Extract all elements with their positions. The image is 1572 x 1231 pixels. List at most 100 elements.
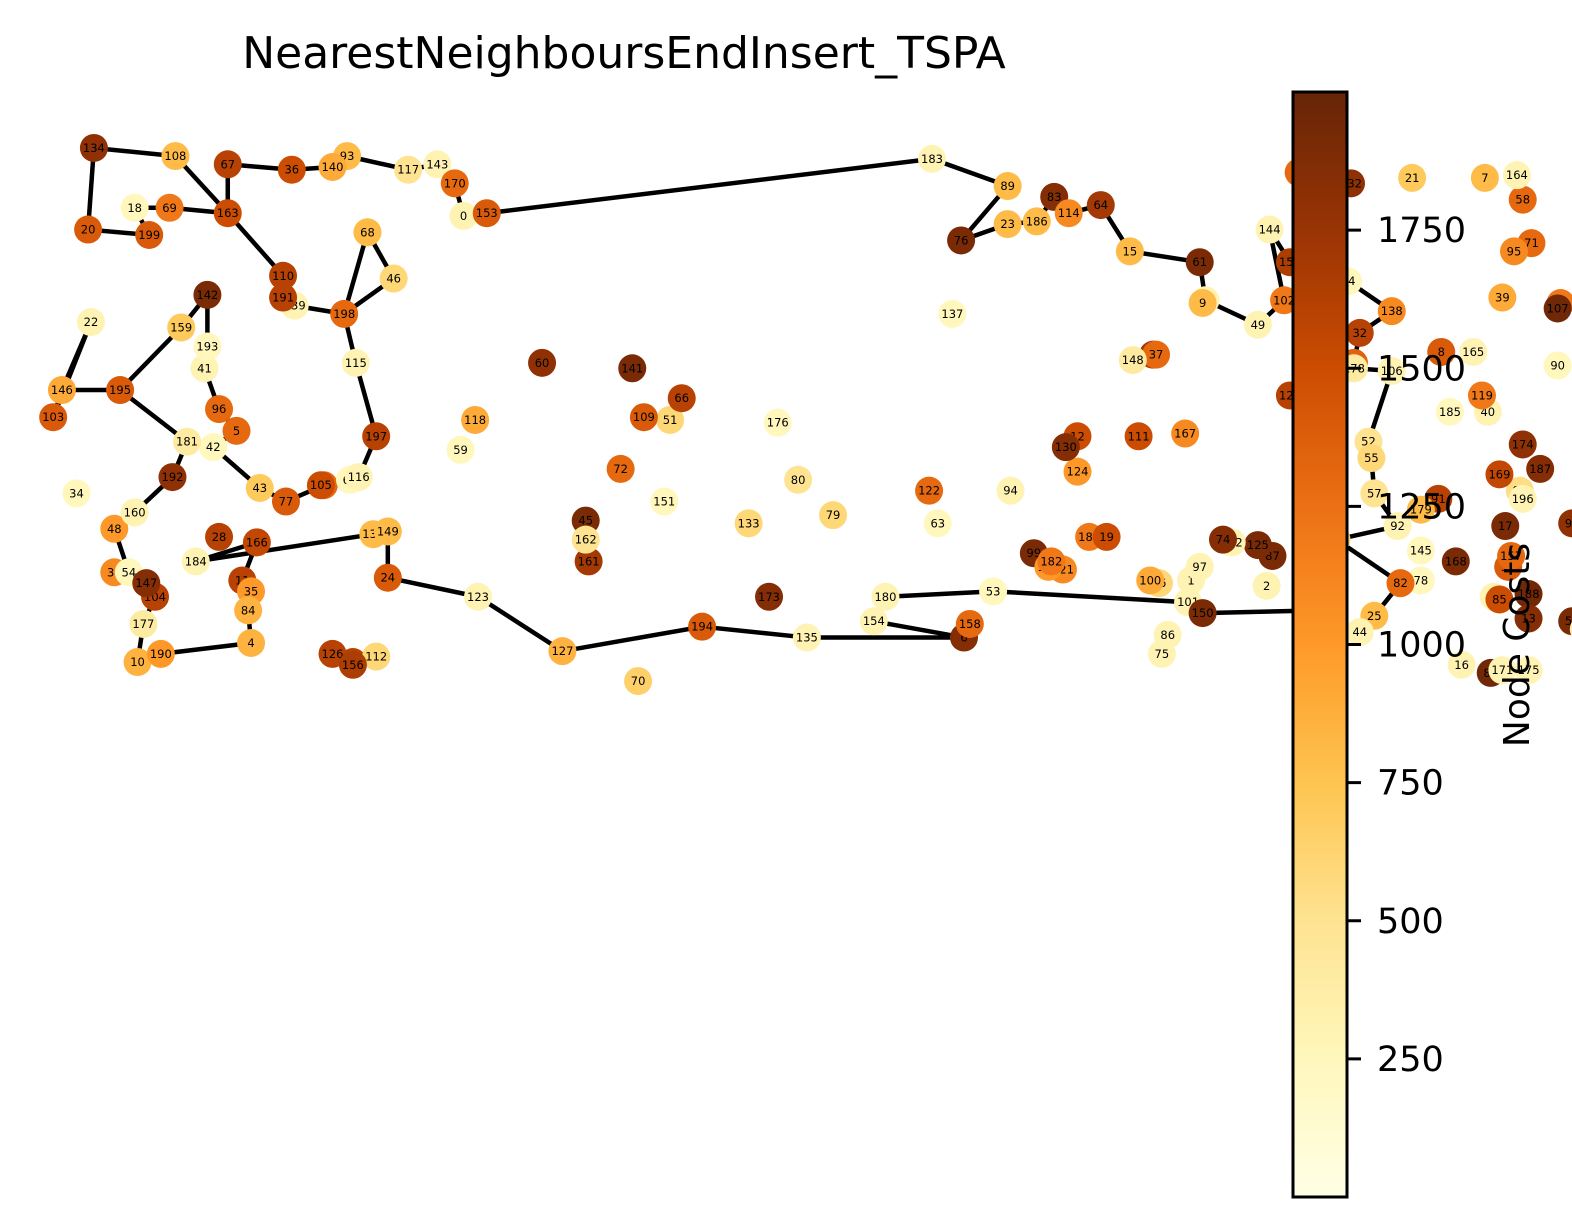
node-137: 137	[938, 299, 967, 328]
node-145: 145	[1406, 536, 1435, 565]
node-label: 164	[1506, 168, 1528, 182]
node-label: 6	[960, 631, 967, 645]
node-89: 89	[993, 172, 1022, 201]
node-marker	[1188, 289, 1217, 317]
node-marker	[1514, 656, 1543, 685]
colorbar-tick-label: 1250	[1377, 487, 1466, 527]
colorbar-ticks: 250 500 750 1000 1250 1500 1750	[1347, 211, 1466, 1080]
node-110: 110	[269, 261, 298, 290]
node-label: 163	[217, 206, 239, 220]
node-label: 45	[578, 514, 593, 528]
node-label: 35	[244, 584, 259, 598]
node-label: 159	[170, 320, 192, 334]
node-label: 85	[1492, 592, 1507, 606]
node-marker	[362, 642, 391, 671]
node-label: 142	[196, 288, 218, 302]
node-label: 75	[1155, 647, 1170, 661]
node-marker	[341, 348, 370, 377]
node-22: 22	[77, 308, 105, 337]
node-marker	[100, 514, 129, 543]
node-label: 133	[738, 516, 760, 530]
node-label: 53	[986, 584, 1001, 598]
node-44: 44	[1345, 618, 1374, 647]
node-marker	[1558, 607, 1572, 636]
node-122: 122	[915, 476, 944, 505]
node-label: 165	[1462, 345, 1484, 359]
node-marker	[1386, 569, 1415, 598]
node-label: 143	[426, 157, 448, 171]
node-marker	[1270, 286, 1299, 315]
node-marker	[871, 582, 900, 611]
node-68: 68	[353, 218, 382, 247]
node-label: 126	[322, 647, 344, 661]
node-marker	[344, 463, 373, 492]
node-130: 130	[1051, 433, 1080, 462]
node-marker	[1118, 346, 1147, 375]
node-label: 58	[1515, 193, 1530, 207]
nodes-layer: 0123456781011121415161718202122232425262…	[39, 133, 1572, 696]
node-15: 15	[1115, 237, 1144, 266]
node-37: 37	[1142, 340, 1171, 369]
node-103: 103	[39, 403, 68, 432]
colorbar-tick-label: 1500	[1377, 349, 1466, 389]
node-198: 198	[330, 299, 359, 328]
node-marker	[938, 299, 967, 328]
node-161: 161	[574, 547, 603, 576]
node-marker	[461, 405, 490, 434]
node-113: 113	[1569, 621, 1572, 637]
node-label: 0	[460, 209, 467, 223]
node-label: 195	[109, 383, 131, 397]
node-label: 39	[1495, 291, 1510, 305]
node-194: 194	[688, 612, 717, 641]
node-label: 15	[1123, 244, 1138, 258]
node-label: 106	[1381, 364, 1403, 378]
node-111: 111	[1124, 422, 1153, 451]
node-marker	[859, 607, 888, 636]
node-label: 64	[1093, 198, 1108, 212]
node-label: 174	[1512, 437, 1534, 451]
node-marker	[1345, 618, 1374, 647]
node-marker	[1377, 357, 1406, 385]
node-195: 195	[106, 376, 135, 405]
node-46: 46	[379, 264, 408, 293]
node-label: 51	[663, 413, 678, 427]
node-label: 5	[233, 424, 240, 438]
node-label: 176	[767, 416, 789, 430]
node-marker	[1185, 552, 1214, 581]
node-180: 180	[871, 582, 900, 611]
node-17: 17	[1491, 512, 1520, 541]
node-114: 114	[1054, 199, 1083, 228]
node-138: 138	[1377, 297, 1406, 326]
node-label: 83	[1047, 190, 1062, 204]
node-marker	[74, 215, 103, 244]
node-marker	[338, 650, 367, 679]
node-159: 159	[167, 313, 196, 342]
node-marker	[77, 308, 105, 337]
node-label: 197	[365, 429, 387, 443]
node-label: 98	[1565, 516, 1572, 530]
node-102: 102	[1270, 286, 1299, 315]
node-label: 84	[241, 603, 256, 617]
node-marker	[1115, 237, 1144, 266]
node-153: 153	[472, 199, 501, 228]
node-label: 183	[921, 152, 943, 166]
node-21: 21	[1398, 163, 1427, 192]
node-marker	[205, 522, 234, 551]
node-label: 77	[279, 495, 294, 509]
node-marker	[269, 261, 298, 290]
node-166: 166	[242, 528, 271, 557]
node-label: 9	[1199, 296, 1206, 310]
node-95: 95	[1499, 237, 1528, 266]
node-8: 8	[1427, 337, 1456, 366]
node-123: 123	[464, 582, 493, 611]
node-188: 188	[1514, 580, 1543, 609]
node-marker	[548, 637, 577, 666]
node-98: 98	[1558, 509, 1572, 538]
node-115: 115	[341, 348, 370, 377]
colorbar-tick-label: 1750	[1377, 211, 1466, 251]
node-marker	[1488, 656, 1517, 685]
node-marker	[1470, 163, 1499, 192]
node-196: 196	[1508, 484, 1537, 513]
node-marker	[947, 226, 976, 255]
node-label: 57	[1367, 486, 1382, 500]
